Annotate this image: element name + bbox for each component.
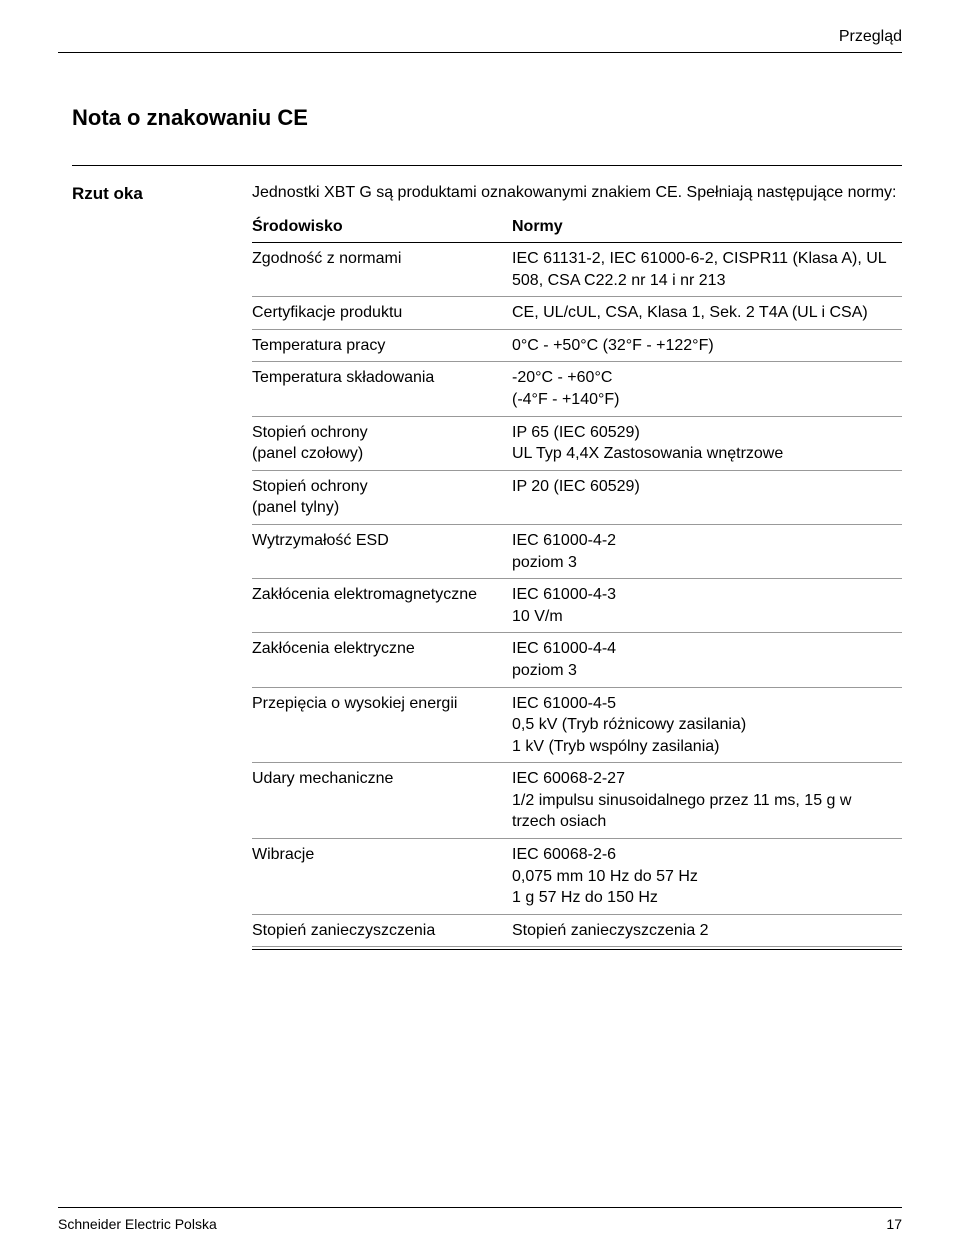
table-cell-label: Stopień ochrony(panel tylny) (252, 470, 512, 524)
table-row: WibracjeIEC 60068-2-60,075 mm 10 Hz do 5… (252, 839, 902, 915)
table-row: Zakłócenia elektromagnetyczneIEC 61000-4… (252, 579, 902, 633)
table-row: Zakłócenia elektryczneIEC 61000-4-4pozio… (252, 633, 902, 687)
table-cell-value: Stopień zanieczyszczenia 2 (512, 914, 902, 947)
table-cell-value: -20°C - +60°C(-4°F - +140°F) (512, 362, 902, 416)
table-cell-label: Wibracje (252, 839, 512, 915)
table-cell-label: Stopień ochrony(panel czołowy) (252, 416, 512, 470)
left-label: Rzut oka (72, 184, 252, 204)
content: Nota o znakowaniu CE Rzut oka Jednostki … (72, 105, 902, 950)
table-cell-label: Temperatura pracy (252, 329, 512, 362)
page-title: Nota o znakowaniu CE (72, 105, 902, 131)
table-cell-label: Stopień zanieczyszczenia (252, 914, 512, 947)
table-row: Temperatura pracy0°C - +50°C (32°F - +12… (252, 329, 902, 362)
table-row: Wytrzymałość ESDIEC 61000-4-2poziom 3 (252, 524, 902, 578)
table-cell-value: IEC 61000-4-4poziom 3 (512, 633, 902, 687)
title-rule (72, 165, 902, 166)
table-cell-value: 0°C - +50°C (32°F - +122°F) (512, 329, 902, 362)
table-row: Stopień ochrony(panel tylny)IP 20 (IEC 6… (252, 470, 902, 524)
table-cell-value: IEC 61000-4-2poziom 3 (512, 524, 902, 578)
table-cell-label: Przepięcia o wysokiej energii (252, 687, 512, 763)
table-cell-label: Temperatura składowania (252, 362, 512, 416)
table-cell-value: IP 65 (IEC 60529)UL Typ 4,4X Zastosowani… (512, 416, 902, 470)
table-cell-value: IEC 61131-2, IEC 61000-6-2, CISPR11 (Kla… (512, 243, 902, 297)
table-cell-value: CE, UL/cUL, CSA, Klasa 1, Sek. 2 T4A (UL… (512, 297, 902, 330)
table-cell-label: Wytrzymałość ESD (252, 524, 512, 578)
table-bottom-rule (252, 949, 902, 950)
table-header-norms: Normy (512, 212, 902, 243)
table-row: Stopień zanieczyszczeniaStopień zanieczy… (252, 914, 902, 947)
intro-text: Jednostki XBT G są produktami oznakowany… (252, 184, 902, 202)
table-row: Certyfikacje produktuCE, UL/cUL, CSA, Kl… (252, 297, 902, 330)
table-cell-value: IEC 61000-4-310 V/m (512, 579, 902, 633)
top-rule (58, 52, 902, 53)
table-cell-value: IEC 61000-4-50,5 kV (Tryb różnicowy zasi… (512, 687, 902, 763)
table-cell-label: Certyfikacje produktu (252, 297, 512, 330)
table-header-env: Środowisko (252, 212, 512, 243)
table-cell-label: Udary mechaniczne (252, 763, 512, 839)
norms-table: Środowisko Normy Zgodność z normamiIEC 6… (252, 212, 902, 947)
main-row: Rzut oka Jednostki XBT G są produktami o… (72, 184, 902, 950)
table-row: Zgodność z normamiIEC 61131-2, IEC 61000… (252, 243, 902, 297)
right-column: Jednostki XBT G są produktami oznakowany… (252, 184, 902, 950)
footer-left: Schneider Electric Polska (58, 1216, 217, 1232)
footer-rule (58, 1207, 902, 1208)
table-cell-label: Zakłócenia elektromagnetyczne (252, 579, 512, 633)
table-cell-value: IEC 60068-2-60,075 mm 10 Hz do 57 Hz1 g … (512, 839, 902, 915)
page: Przegląd Nota o znakowaniu CE Rzut oka J… (0, 0, 960, 1256)
footer-page-number: 17 (886, 1216, 902, 1232)
table-cell-value: IP 20 (IEC 60529) (512, 470, 902, 524)
table-row: Stopień ochrony(panel czołowy)IP 65 (IEC… (252, 416, 902, 470)
header-top-right: Przegląd (839, 28, 902, 46)
table-cell-label: Zakłócenia elektryczne (252, 633, 512, 687)
table-cell-label: Zgodność z normami (252, 243, 512, 297)
table-row: Udary mechaniczneIEC 60068-2-271/2 impul… (252, 763, 902, 839)
table-row: Temperatura składowania-20°C - +60°C(-4°… (252, 362, 902, 416)
table-row: Przepięcia o wysokiej energiiIEC 61000-4… (252, 687, 902, 763)
table-cell-value: IEC 60068-2-271/2 impulsu sinusoidalnego… (512, 763, 902, 839)
